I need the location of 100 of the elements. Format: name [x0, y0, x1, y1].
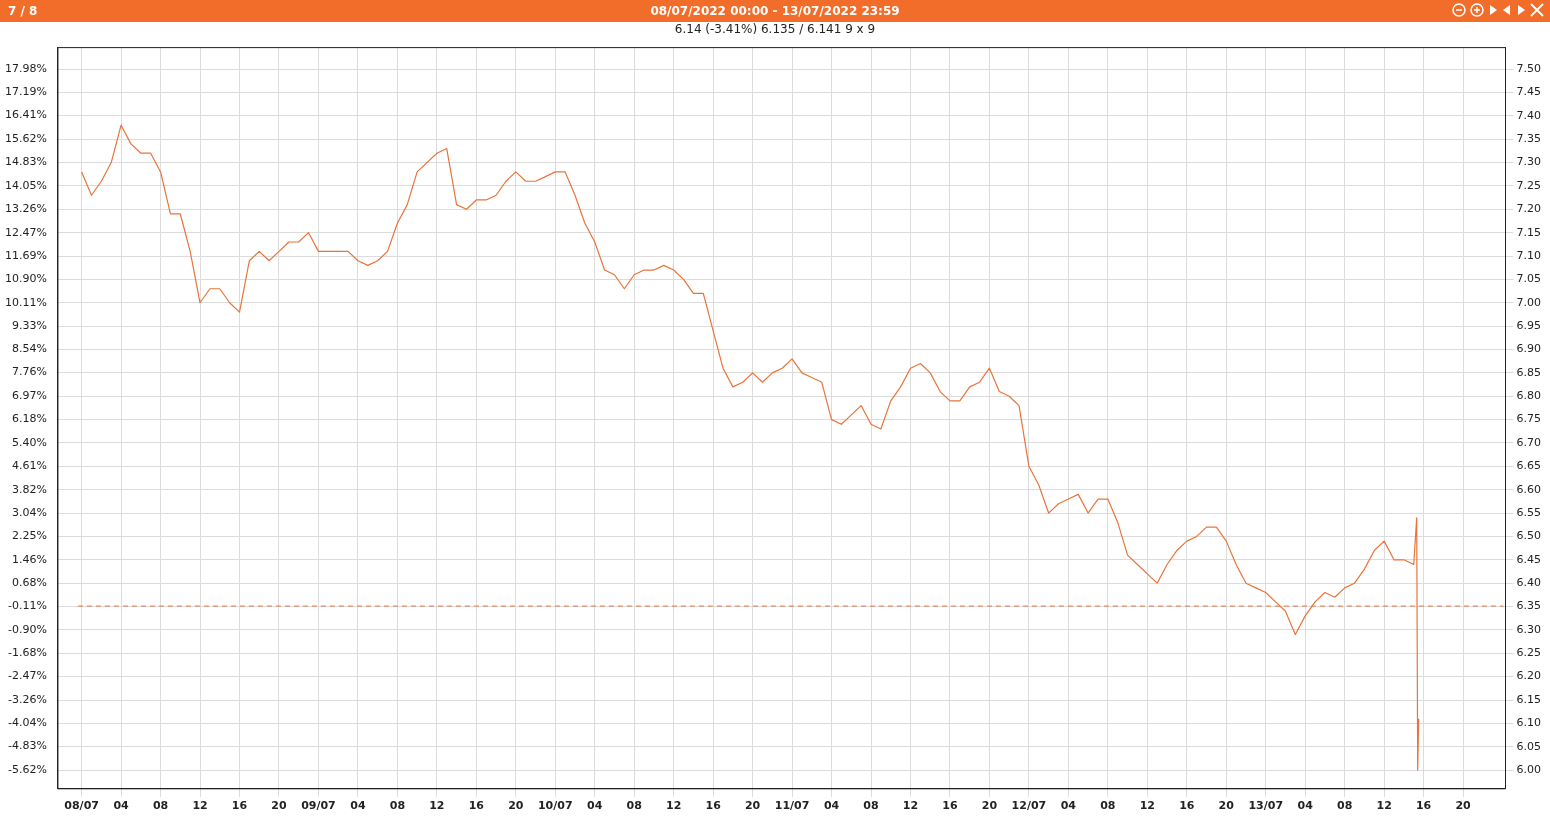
- y-tick-label: 6.18%: [11, 412, 47, 426]
- x-tick-label: 08: [389, 799, 406, 813]
- y-tick-label: 9.33%: [11, 318, 47, 332]
- y-tick-label: 10.90%: [4, 272, 47, 286]
- x-tick-label: 20: [271, 799, 287, 813]
- y2-tick-label: 6.30: [1516, 622, 1542, 636]
- y2-tick-label: 7.20: [1516, 202, 1542, 216]
- y2-tick-label: 7.25: [1516, 178, 1542, 192]
- y-tick-label: 8.54%: [11, 342, 47, 356]
- y-tick-label: 2.25%: [11, 529, 47, 543]
- y-tick-label: 13.26%: [4, 202, 47, 216]
- y2-tick-label: 6.95: [1516, 318, 1542, 332]
- y-tick-label: 5.40%: [11, 435, 47, 449]
- x-tick-label: 08: [1337, 799, 1353, 813]
- y-tick-label: 14.83%: [4, 155, 47, 169]
- x-tick-label: 08/07: [64, 799, 99, 813]
- y-tick-label: -4.83%: [8, 739, 47, 753]
- y2-tick-label: 7.50: [1516, 61, 1542, 75]
- y-tick-label: 11.69%: [4, 248, 47, 262]
- y2-tick-label: 7.45: [1516, 85, 1542, 99]
- x-tick-label: 16: [1179, 799, 1195, 813]
- x-tick-label: 20: [508, 799, 524, 813]
- y2-tick-label: 6.55: [1516, 505, 1542, 519]
- x-tick-label: 08: [626, 799, 642, 813]
- x-tick-label: 08: [863, 799, 879, 813]
- x-tick-label: 12: [1139, 799, 1155, 813]
- chart-title: 08/07/2022 00:00 - 13/07/2022 23:59: [650, 4, 900, 18]
- y-tick-label: 10.11%: [4, 295, 47, 309]
- y2-tick-label: 6.50: [1516, 529, 1542, 543]
- x-tick-label: 08: [152, 799, 169, 813]
- x-tick-label: 16: [1415, 799, 1432, 813]
- y2-tick-label: 6.85: [1516, 365, 1542, 379]
- y2-tick-label: 6.65: [1516, 459, 1542, 473]
- y-tick-label: 17.98%: [4, 61, 47, 75]
- y2-tick-label: 6.40: [1516, 576, 1542, 590]
- x-tick-label: 13/07: [1248, 799, 1284, 813]
- y-tick-label: -4.04%: [8, 716, 47, 730]
- y2-tick-label: 7.10: [1516, 248, 1542, 262]
- y2-tick-label: 6.10: [1516, 716, 1542, 730]
- x-tick-label: 04: [1060, 799, 1077, 813]
- x-tick-label: 10/07: [537, 799, 573, 813]
- x-tick-label: 20: [981, 799, 998, 813]
- y2-tick-label: 7.40: [1516, 108, 1542, 122]
- y2-tick-label: 7.30: [1516, 155, 1542, 169]
- y2-tick-label: 6.15: [1516, 692, 1542, 706]
- x-tick-label: 04: [587, 799, 603, 813]
- x-tick-label: 20: [1455, 799, 1472, 813]
- x-tick-label: 16: [231, 799, 248, 813]
- x-tick-label: 12: [192, 799, 208, 813]
- y-tick-label: 17.19%: [4, 85, 47, 99]
- x-tick-label: 12/07: [1011, 799, 1047, 813]
- y2-tick-label: 6.35: [1516, 599, 1542, 613]
- y2-tick-label: 6.20: [1516, 669, 1542, 683]
- y-tick-label: -2.47%: [8, 669, 47, 683]
- y-tick-label: 12.47%: [4, 225, 47, 239]
- x-tick-label: 04: [823, 799, 840, 813]
- x-tick-label: 12: [429, 799, 445, 813]
- y-tick-label: 14.05%: [4, 178, 47, 192]
- x-tick-label: 16: [705, 799, 722, 813]
- y-tick-label: -1.68%: [8, 645, 47, 659]
- y-tick-label: 3.82%: [11, 482, 47, 496]
- x-tick-label: 11/07: [774, 799, 810, 813]
- x-tick-label: 16: [942, 799, 958, 813]
- x-tick-label: 08: [1100, 799, 1116, 813]
- y2-tick-label: 7.35: [1516, 132, 1542, 146]
- y-tick-label: 6.97%: [11, 388, 47, 402]
- y-tick-label: 15.62%: [4, 131, 47, 145]
- y2-tick-label: 6.70: [1516, 435, 1542, 449]
- x-tick-label: 20: [1218, 799, 1235, 813]
- y-tick-label: 7.76%: [11, 365, 47, 379]
- x-tick-label: 04: [350, 799, 366, 813]
- x-tick-label: 12: [666, 799, 682, 813]
- y2-tick-label: 6.45: [1516, 552, 1542, 566]
- y2-tick-label: 6.00: [1516, 762, 1542, 776]
- y2-tick-label: 6.60: [1516, 482, 1542, 496]
- y-tick-label: -5.62%: [8, 762, 47, 776]
- y2-tick-label: 7.00: [1516, 295, 1542, 309]
- x-tick-label: 04: [1297, 799, 1314, 813]
- y-tick-label: 16.41%: [4, 108, 47, 122]
- text: 7 / 8: [8, 4, 38, 18]
- x-tick-label: 09/07: [301, 799, 336, 813]
- y-tick-label: 1.46%: [11, 552, 47, 566]
- y2-tick-label: 6.05: [1516, 739, 1542, 753]
- y-tick-label: -0.90%: [8, 622, 47, 636]
- x-tick-label: 20: [744, 799, 761, 813]
- chart-subtitle: 6.14 (-3.41%) 6.135 / 6.141 9 x 9: [673, 22, 877, 38]
- y-tick-label: 3.04%: [11, 505, 47, 519]
- y2-tick-label: 6.75: [1516, 412, 1542, 426]
- x-tick-label: 16: [468, 799, 485, 813]
- y2-tick-label: 7.15: [1516, 225, 1542, 239]
- y-tick-label: -3.26%: [8, 692, 47, 706]
- y2-tick-label: 6.80: [1516, 389, 1542, 403]
- x-tick-label: 04: [113, 799, 130, 813]
- y2-tick-label: 6.90: [1516, 342, 1542, 356]
- y2-tick-label: 7.05: [1516, 272, 1542, 286]
- y2-tick-label: 6.25: [1516, 646, 1542, 660]
- y-tick-label: -0.11%: [8, 599, 47, 613]
- y-tick-label: 0.68%: [11, 575, 47, 589]
- x-tick-label: 12: [1376, 799, 1392, 813]
- y-tick-label: 4.61%: [11, 459, 47, 473]
